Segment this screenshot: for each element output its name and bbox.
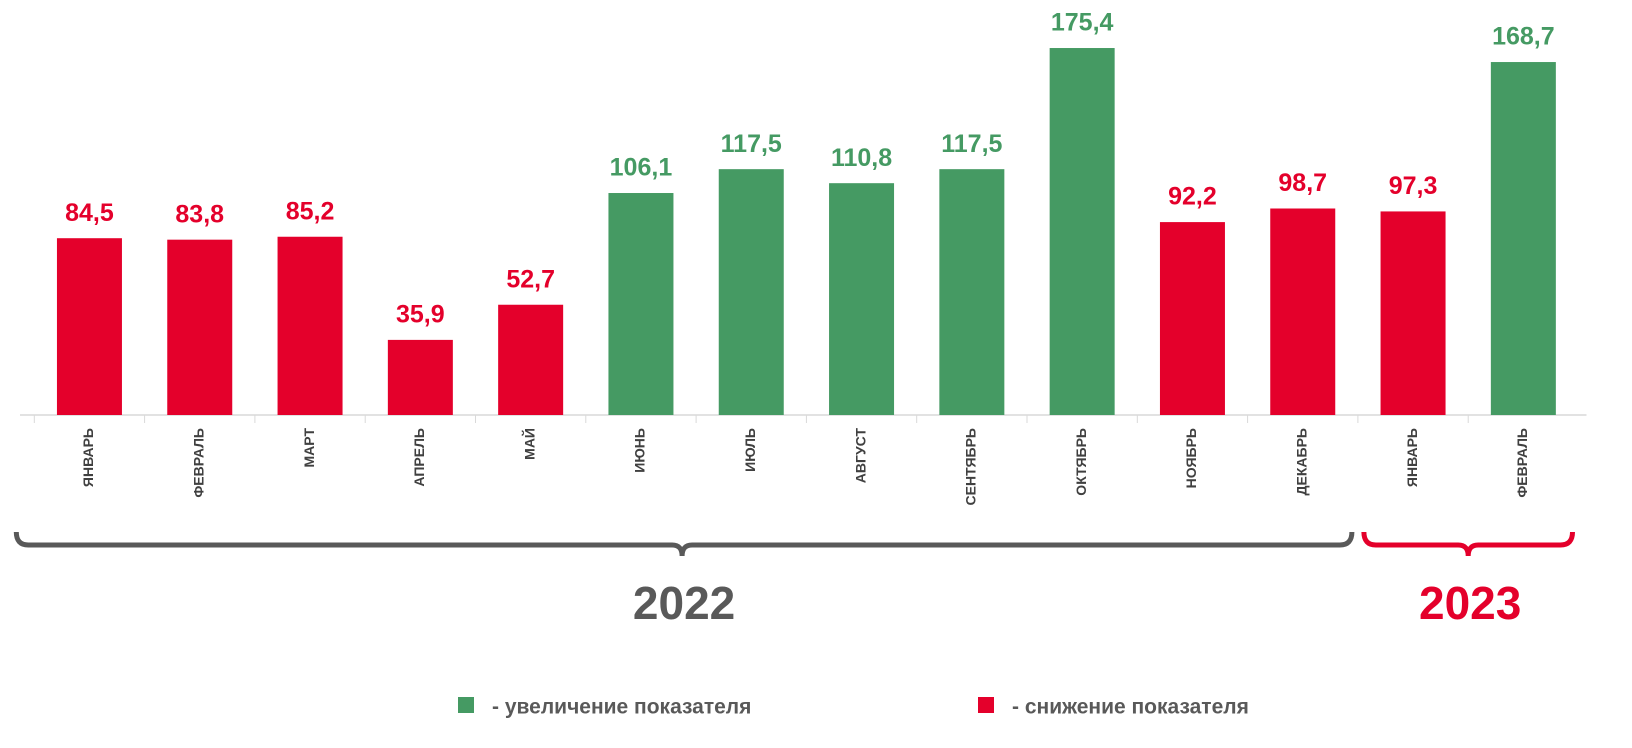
value-label: 98,7 <box>1278 169 1327 197</box>
bar <box>498 304 564 415</box>
bar <box>277 236 343 415</box>
legend-swatch <box>458 697 474 713</box>
bar <box>939 169 1005 415</box>
value-label: 110,8 <box>831 144 892 172</box>
value-label: 84,5 <box>65 199 114 227</box>
x-tick-label: МАЙ <box>520 428 537 460</box>
x-tick-label: АПРЕЛЬ <box>411 428 427 487</box>
x-tick-label: ИЮНЬ <box>632 428 648 473</box>
year-label: 2023 <box>1419 577 1521 629</box>
value-label: 92,2 <box>1168 183 1217 211</box>
legend-label: - снижение показателя <box>1012 696 1249 719</box>
bar <box>1049 48 1115 415</box>
value-label: 97,3 <box>1389 172 1438 200</box>
x-tick-label: ФЕВРАЛЬ <box>1514 428 1530 498</box>
bracket <box>13 531 1355 557</box>
x-tick-label: ЯНВАРЬ <box>80 428 96 487</box>
x-tick-label: СЕНТЯБРЬ <box>963 428 979 505</box>
bar <box>718 169 784 415</box>
legend-label: - увеличение показателя <box>492 696 751 719</box>
x-tick-label: ФЕВРАЛЬ <box>190 428 206 498</box>
x-tick-label: ИЮЛЬ <box>742 428 758 472</box>
bar <box>1380 211 1446 415</box>
value-label: 117,5 <box>721 130 782 158</box>
x-tick-label: ОКТЯБРЬ <box>1073 428 1089 496</box>
bar <box>387 339 453 415</box>
value-label: 106,1 <box>610 154 673 182</box>
value-label: 35,9 <box>396 300 445 328</box>
value-label: 52,7 <box>506 265 555 293</box>
year-label: 2022 <box>633 577 735 629</box>
bracket <box>1361 531 1575 557</box>
x-tick-label: АВГУСТ <box>852 428 868 484</box>
value-label: 117,5 <box>941 130 1002 158</box>
bar <box>1159 222 1225 415</box>
value-label: 85,2 <box>286 197 335 225</box>
value-label: 168,7 <box>1492 23 1555 51</box>
value-label: 175,4 <box>1051 9 1114 37</box>
legend-swatch <box>978 697 994 713</box>
x-tick-label: НОЯБРЬ <box>1183 428 1199 488</box>
bar <box>1270 208 1336 415</box>
bar <box>829 183 895 415</box>
value-label: 83,8 <box>175 200 224 228</box>
bar <box>56 238 122 415</box>
bar <box>608 193 674 415</box>
x-tick-label: МАРТ <box>301 428 317 468</box>
x-tick-label: ЯНВАРЬ <box>1404 428 1420 487</box>
bar <box>167 239 233 415</box>
x-tick-label: ДЕКАБРЬ <box>1293 428 1309 495</box>
bar <box>1490 62 1556 415</box>
